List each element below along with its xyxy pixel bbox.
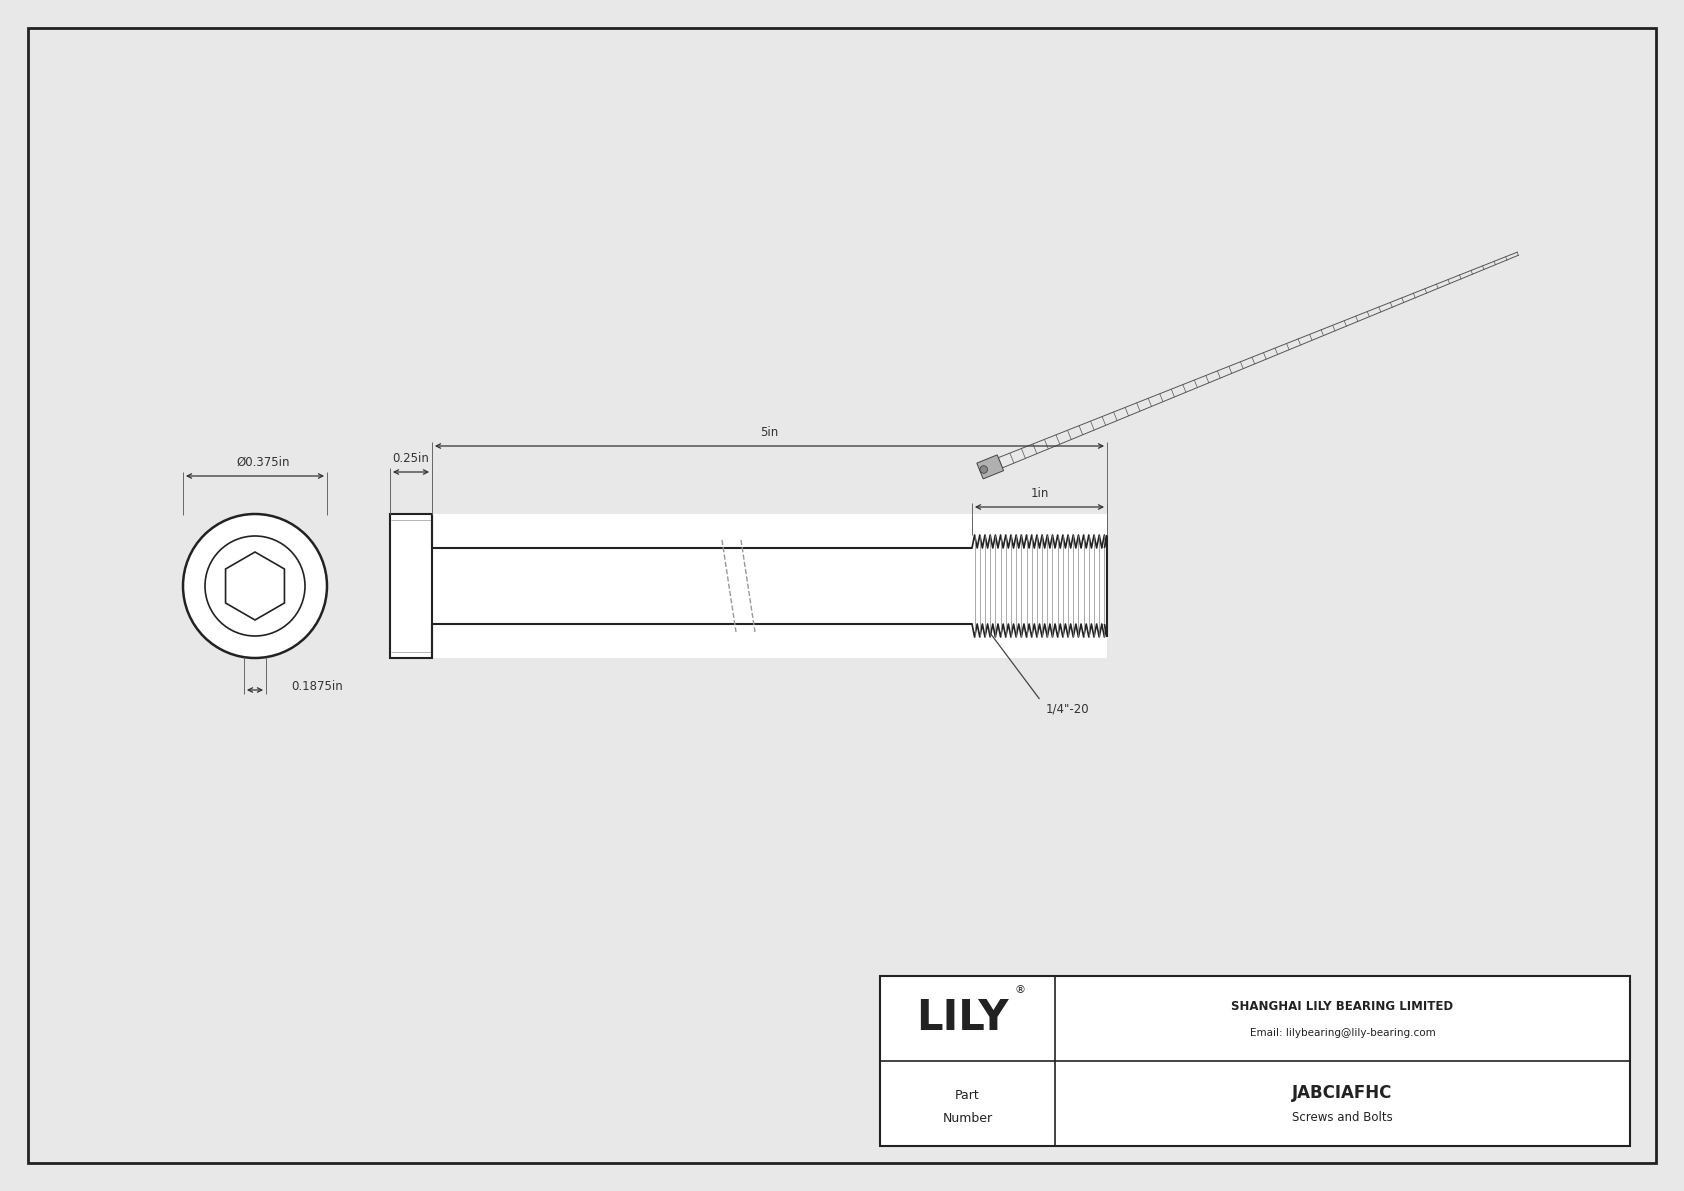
Circle shape (184, 515, 327, 657)
Text: 1/4"-20: 1/4"-20 (1046, 703, 1090, 716)
Text: Ø0.375in: Ø0.375in (236, 456, 290, 469)
Text: JABCIAFHC: JABCIAFHC (1292, 1085, 1393, 1103)
Text: ®: ® (1014, 985, 1026, 996)
Bar (391, 515, 433, 657)
Text: Part: Part (955, 1089, 980, 1102)
Text: LILY: LILY (916, 998, 1009, 1040)
Bar (881, 975, 1630, 1146)
Text: Screws and Bolts: Screws and Bolts (1292, 1111, 1393, 1124)
Bar (972, 535, 1106, 637)
Text: 5in: 5in (761, 426, 778, 439)
Polygon shape (977, 455, 1004, 479)
Bar (391, 515, 1106, 657)
Circle shape (980, 466, 987, 473)
Text: Number: Number (943, 1112, 992, 1125)
Text: SHANGHAI LILY BEARING LIMITED: SHANGHAI LILY BEARING LIMITED (1231, 1000, 1453, 1014)
Text: 0.1875in: 0.1875in (291, 680, 344, 692)
Text: Email: lilybearing@lily-bearing.com: Email: lilybearing@lily-bearing.com (1250, 1029, 1435, 1039)
Text: 1in: 1in (1031, 487, 1049, 500)
Text: 0.25in: 0.25in (392, 453, 429, 464)
